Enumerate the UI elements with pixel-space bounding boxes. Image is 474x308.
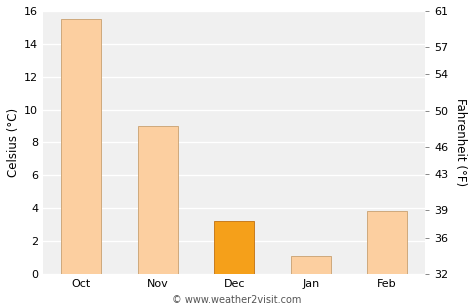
Text: © www.weather2visit.com: © www.weather2visit.com xyxy=(173,295,301,305)
Bar xyxy=(367,211,407,274)
Y-axis label: Fahrenheit (°F): Fahrenheit (°F) xyxy=(454,98,467,186)
Bar xyxy=(62,19,101,274)
Bar xyxy=(138,126,178,274)
Y-axis label: Celsius (°C): Celsius (°C) xyxy=(7,108,20,177)
Bar xyxy=(291,256,330,274)
Bar xyxy=(214,221,254,274)
